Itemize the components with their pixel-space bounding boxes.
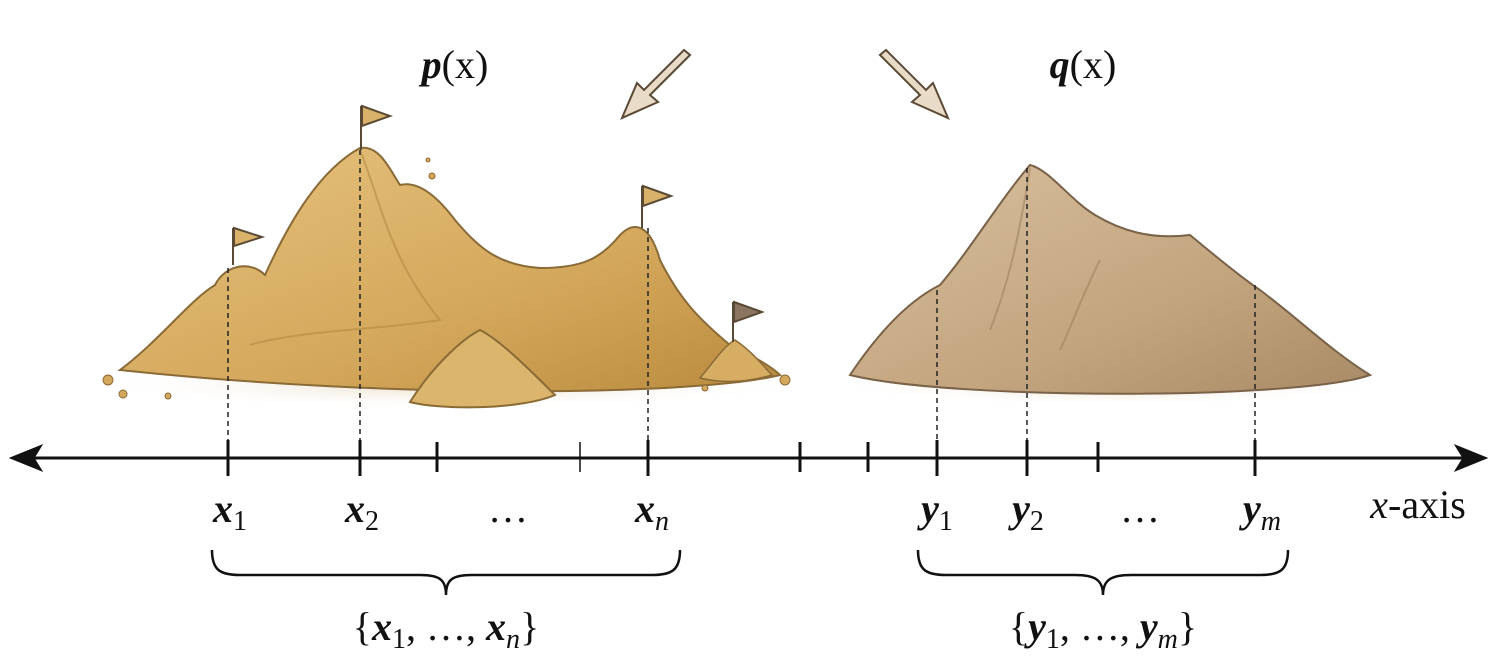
point-label: y2 <box>1008 486 1044 537</box>
flags <box>232 104 765 342</box>
small-pile <box>698 339 774 383</box>
arrows <box>620 48 950 120</box>
subscript: n <box>655 506 669 537</box>
distribution-label: q(x) <box>1050 42 1117 87</box>
base: y <box>917 486 939 531</box>
base: x <box>485 604 506 649</box>
suffix: -axis <box>1388 482 1466 527</box>
separator: , …, <box>406 604 486 649</box>
subscript: m <box>1261 506 1281 537</box>
point-label: y1 <box>917 486 953 537</box>
argument: (x) <box>442 42 489 87</box>
separator: , …, <box>1060 604 1140 649</box>
base: y <box>1024 604 1046 649</box>
axis-label: x-axis <box>1369 482 1466 527</box>
ellipsis: … <box>1120 486 1160 531</box>
symbol: p <box>419 42 442 87</box>
base: x <box>344 486 365 531</box>
subscript: 1 <box>392 624 406 655</box>
base: y <box>1239 486 1261 531</box>
braces <box>210 549 1290 596</box>
argument: (x) <box>1070 42 1117 87</box>
open: { <box>353 604 372 649</box>
pile-ridge <box>249 149 442 346</box>
subscript: 2 <box>365 506 379 537</box>
symbol: q <box>1050 42 1070 87</box>
axis <box>8 440 1489 476</box>
variable: x <box>1369 482 1388 527</box>
set-label: {x1, …, xn} <box>353 604 539 655</box>
base: x <box>212 486 233 531</box>
point-label: x2 <box>344 486 379 537</box>
set-label: {y1, …, ym} <box>1009 604 1197 655</box>
subscript: 2 <box>1030 506 1044 537</box>
base: y <box>1136 604 1158 649</box>
sand-pile <box>848 163 1373 395</box>
distribution-label: p(x) <box>419 42 489 87</box>
close: } <box>1178 604 1197 649</box>
base: x <box>371 604 392 649</box>
open: { <box>1009 604 1028 649</box>
close: } <box>520 604 539 649</box>
ellipsis: … <box>488 486 528 531</box>
subscript: n <box>506 624 520 655</box>
base: y <box>1008 486 1030 531</box>
point-label: x1 <box>212 486 247 537</box>
pebbles <box>102 157 791 400</box>
subscript: 1 <box>1046 624 1060 655</box>
point-label: xn <box>634 486 669 537</box>
subscript: m <box>1158 624 1178 655</box>
subscript: 1 <box>233 506 247 537</box>
base: x <box>634 486 655 531</box>
point-label: ym <box>1239 486 1281 537</box>
small-pile <box>408 328 557 409</box>
drop-lines <box>227 150 1256 458</box>
subscript: 1 <box>939 506 953 537</box>
